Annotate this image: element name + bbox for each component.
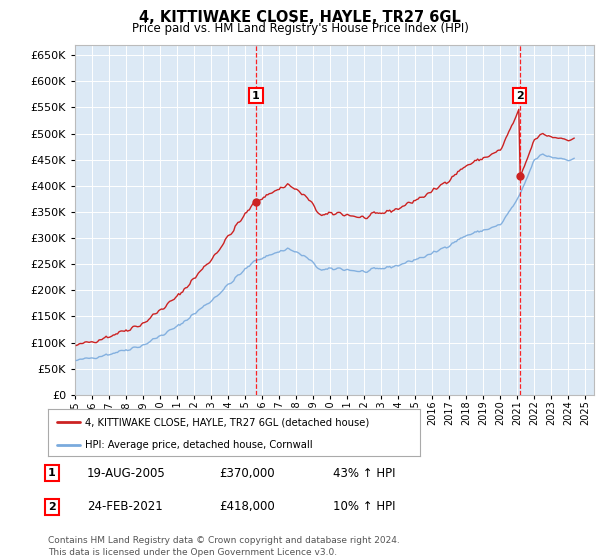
Text: 2: 2 — [516, 91, 524, 101]
Text: 1: 1 — [48, 468, 56, 478]
Text: Price paid vs. HM Land Registry's House Price Index (HPI): Price paid vs. HM Land Registry's House … — [131, 22, 469, 35]
Text: 1: 1 — [252, 91, 260, 101]
Text: 10% ↑ HPI: 10% ↑ HPI — [333, 500, 395, 514]
Text: 24-FEB-2021: 24-FEB-2021 — [87, 500, 163, 514]
Text: 2: 2 — [48, 502, 56, 512]
Text: £370,000: £370,000 — [219, 466, 275, 480]
Text: HPI: Average price, detached house, Cornwall: HPI: Average price, detached house, Corn… — [85, 440, 313, 450]
Text: 4, KITTIWAKE CLOSE, HAYLE, TR27 6GL: 4, KITTIWAKE CLOSE, HAYLE, TR27 6GL — [139, 10, 461, 25]
Text: £418,000: £418,000 — [219, 500, 275, 514]
Text: 43% ↑ HPI: 43% ↑ HPI — [333, 466, 395, 480]
Text: 4, KITTIWAKE CLOSE, HAYLE, TR27 6GL (detached house): 4, KITTIWAKE CLOSE, HAYLE, TR27 6GL (det… — [85, 417, 370, 427]
Text: 19-AUG-2005: 19-AUG-2005 — [87, 466, 166, 480]
Text: Contains HM Land Registry data © Crown copyright and database right 2024.
This d: Contains HM Land Registry data © Crown c… — [48, 536, 400, 557]
